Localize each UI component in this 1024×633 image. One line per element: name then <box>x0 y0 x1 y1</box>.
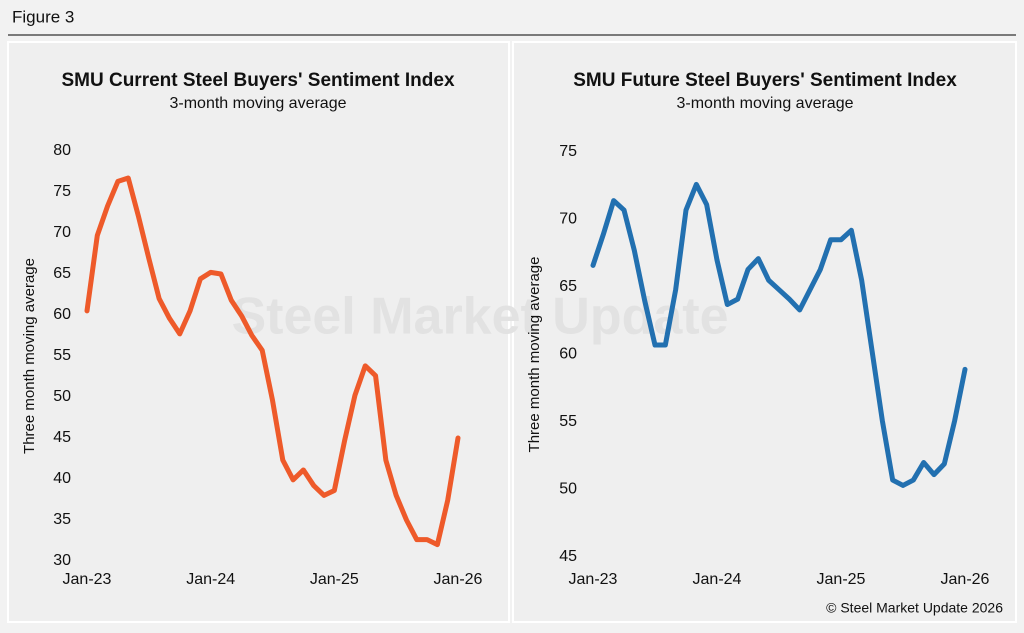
x-tick-label: Jan-24 <box>186 571 235 588</box>
chart-title: SMU Future Steel Buyers' Sentiment Index <box>573 70 957 91</box>
y-tick-label: 35 <box>53 511 71 528</box>
y-tick-label: 50 <box>53 388 71 405</box>
y-axis-label: Three month moving average <box>21 258 38 454</box>
y-tick-label: 70 <box>53 224 71 241</box>
y-tick-label: 45 <box>53 429 71 446</box>
y-tick-label: 70 <box>559 211 577 228</box>
x-tick-label: Jan-25 <box>817 571 866 588</box>
y-tick-label: 55 <box>559 413 577 430</box>
y-tick-label: 40 <box>53 470 71 487</box>
y-tick-label: 65 <box>559 278 577 295</box>
y-tick-label: 60 <box>53 306 71 323</box>
y-tick-label: 50 <box>559 481 577 498</box>
data-line <box>84 175 461 548</box>
x-tick-label: Jan-26 <box>434 571 483 588</box>
figure-label: Figure 3 <box>12 7 74 26</box>
y-tick-label: 80 <box>53 142 71 159</box>
panel <box>7 41 510 623</box>
data-line <box>590 181 968 488</box>
x-tick-label: Jan-26 <box>941 571 990 588</box>
x-tick-label: Jan-25 <box>310 571 359 588</box>
y-tick-label: 30 <box>53 552 71 569</box>
y-tick-label: 45 <box>559 548 577 565</box>
y-tick-label: 75 <box>559 143 577 160</box>
x-tick-label: Jan-23 <box>63 571 112 588</box>
y-tick-label: 75 <box>53 183 71 200</box>
y-tick-label: 55 <box>53 347 71 364</box>
y-axis-label: Three month moving average <box>526 257 543 453</box>
copyright: © Steel Market Update 2026 <box>826 600 1003 616</box>
x-tick-label: Jan-24 <box>693 571 742 588</box>
chart-title: SMU Current Steel Buyers' Sentiment Inde… <box>61 70 454 91</box>
chart-subtitle: 3-month moving average <box>170 95 347 112</box>
y-tick-label: 65 <box>53 265 71 282</box>
y-tick-label: 60 <box>559 346 577 363</box>
chart-subtitle: 3-month moving average <box>677 95 854 112</box>
panel <box>512 41 1017 623</box>
x-tick-label: Jan-23 <box>569 571 618 588</box>
